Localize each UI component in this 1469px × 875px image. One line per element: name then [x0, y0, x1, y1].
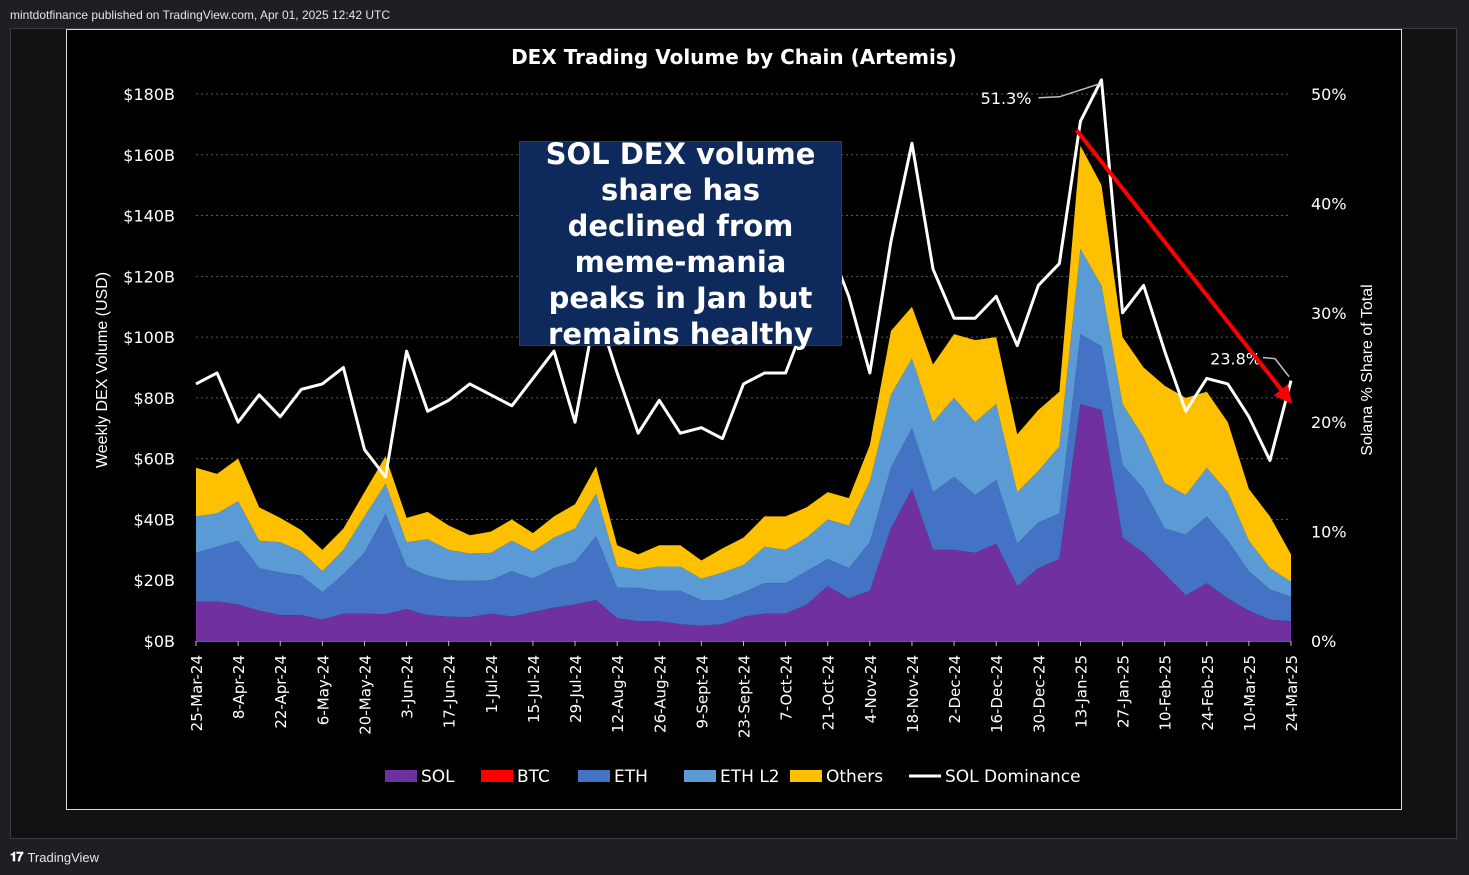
y2-tick-label: 10%: [1311, 523, 1347, 542]
x-tick-label: 24-Mar-25: [1283, 655, 1301, 731]
x-tick-label: 22-Apr-24: [272, 655, 290, 729]
y-tick-label: $180B: [123, 85, 175, 104]
x-tick-label: 2-Dec-24: [946, 655, 964, 723]
chart-title: DEX Trading Volume by Chain (Artemis): [511, 45, 957, 69]
legend-swatch-sol: [385, 770, 417, 782]
publisher-text: mintdotfinance published on TradingView.…: [10, 8, 391, 22]
callout-box: SOL DEX volume share has declined from m…: [519, 137, 842, 351]
x-tick-label: 9-Sept-24: [693, 655, 711, 729]
y2-tick-label: 20%: [1311, 413, 1347, 432]
tradingview-brand[interactable]: 𝟏𝟕 TradingView: [10, 850, 99, 865]
area-others: [196, 145, 1291, 582]
x-tick-label: 23-Sept-24: [736, 655, 754, 738]
x-tick-label: 10-Feb-25: [1157, 655, 1175, 731]
y-tick-label: $100B: [123, 328, 175, 347]
x-tick-label: 4-Nov-24: [862, 655, 880, 723]
x-tick-label: 3-Jun-24: [399, 655, 417, 719]
x-tick-label: 1-Jul-24: [483, 655, 501, 713]
y-axis-label: Weekly DEX Volume (USD): [94, 272, 111, 468]
area-eth: [196, 334, 1291, 626]
footer-bar: 𝟏𝟕 TradingView: [0, 842, 1469, 875]
x-tick-label: 25-Mar-24: [188, 655, 206, 731]
y2-tick-label: 40%: [1311, 194, 1347, 213]
x-tick-label: 12-Aug-24: [609, 655, 627, 733]
annotation-leader: [1262, 356, 1290, 378]
annotation-latest-label: 23.8%: [1210, 350, 1261, 369]
y-tick-label: $80B: [133, 389, 175, 408]
x-tick-label: 30-Dec-24: [1030, 655, 1048, 733]
y-tick-label: $20B: [133, 571, 175, 590]
legend-swatch-eth-l2: [684, 770, 716, 782]
x-tick-label: 13-Jan-25: [1072, 655, 1090, 728]
legend-label: ETH L2: [720, 767, 780, 787]
legend-label: ETH: [614, 767, 648, 787]
y2-tick-label: 50%: [1311, 85, 1347, 104]
legend-label: SOL: [421, 767, 455, 787]
x-tick-label: 8-Apr-24: [230, 655, 248, 719]
x-tick-label: 6-May-24: [314, 655, 332, 725]
y-tick-label: $60B: [133, 450, 175, 469]
legend-swatch-others: [790, 770, 822, 782]
x-tick-label: 20-May-24: [356, 655, 374, 735]
tradingview-label: TradingView: [27, 850, 100, 865]
legend-label: BTC: [517, 767, 550, 787]
y-tick-label: $120B: [123, 267, 175, 286]
x-tick-label: 18-Nov-24: [904, 655, 922, 733]
dex-volume-chart: DEX Trading Volume by Chain (Artemis) We…: [94, 45, 1376, 787]
y2-tick-label: 30%: [1311, 304, 1347, 323]
legend-label: Others: [826, 767, 883, 787]
annotation-peak-label: 51.3%: [981, 89, 1032, 108]
callout-text: SOL DEX volume share has declined from m…: [545, 136, 816, 351]
legend-swatch-eth: [578, 770, 610, 782]
red-arrow-head: [1273, 384, 1292, 404]
x-tick-label: 10-Mar-25: [1241, 655, 1259, 731]
annotation-leader: [1038, 83, 1100, 99]
x-tick-label: 29-Jul-24: [567, 655, 585, 723]
x-tick-label: 21-Oct-24: [820, 655, 838, 730]
y-tick-label: $0B: [144, 632, 175, 651]
x-tick-label: 24-Feb-25: [1199, 655, 1217, 731]
red-trend-arrow: [1074, 128, 1286, 395]
y-tick-label: $40B: [133, 510, 175, 529]
y-tick-label: $140B: [123, 207, 175, 226]
x-tick-label: 16-Dec-24: [988, 655, 1006, 733]
x-tick-label: 15-Jul-24: [525, 655, 543, 723]
legend-swatch-btc: [481, 770, 513, 782]
x-tick-label: 27-Jan-25: [1115, 655, 1133, 728]
legend-label: SOL Dominance: [945, 767, 1081, 787]
area-sol: [196, 403, 1291, 641]
x-tick-label: 17-Jun-24: [441, 655, 459, 728]
tradingview-logo-icon: 𝟏𝟕: [10, 850, 24, 865]
publisher-bar: mintdotfinance published on TradingView.…: [0, 0, 1469, 28]
x-tick-label: 26-Aug-24: [651, 655, 669, 733]
x-tick-label: 7-Oct-24: [778, 655, 796, 721]
y-tick-label: $160B: [123, 146, 175, 165]
y2-tick-label: 0%: [1311, 632, 1336, 651]
chart-panel: DEX Trading Volume by Chain (Artemis) We…: [66, 29, 1402, 810]
area-eth-l2: [196, 248, 1291, 600]
y2-axis-label: Solana % Share of Total: [1359, 284, 1376, 455]
